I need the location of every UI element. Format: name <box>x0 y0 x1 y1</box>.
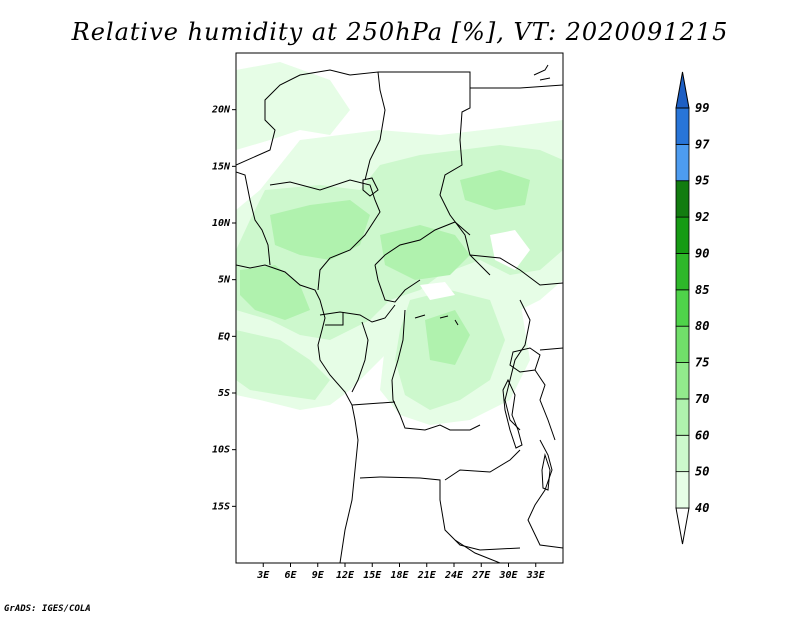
humidity-region-medium <box>236 330 330 400</box>
humidity-region-dark <box>460 170 530 210</box>
lon-tick-label: 33E <box>526 570 546 581</box>
colorbar-level-label: 60 <box>695 428 709 442</box>
latitude-axis: 20N 15N 10N 5N EQ 5S 10S 15S <box>211 105 236 512</box>
colorbar-level-label: 50 <box>695 465 709 479</box>
lon-tick-label: 24E <box>444 570 464 581</box>
lon-tick-label: 27E <box>471 570 491 581</box>
lon-tick-label: 21E <box>417 570 437 581</box>
lon-tick-label: 30E <box>498 570 518 581</box>
lon-tick-label: 3E <box>256 570 270 581</box>
humidity-region-dark <box>240 265 310 320</box>
colorbar-level-label: 40 <box>695 501 709 515</box>
humidity-region-dark <box>380 225 470 280</box>
dry-region <box>420 282 455 300</box>
border <box>351 401 396 406</box>
colorbar-segment <box>675 253 690 291</box>
colorbar-segment <box>675 434 690 473</box>
chart-title: Relative humidity at 250hPa [%], VT: 202… <box>71 18 729 46</box>
lake-victoria <box>509 347 541 373</box>
border <box>351 321 369 393</box>
colorbar-segment <box>675 325 690 363</box>
island-coast <box>533 64 551 81</box>
lake-malawi <box>541 453 551 491</box>
border <box>504 299 531 431</box>
lat-tick-label: 10N <box>212 218 231 229</box>
border <box>236 69 351 166</box>
colorbar-level-label: 97 <box>695 137 710 151</box>
colorbar-segment <box>675 180 690 218</box>
country-boundaries <box>236 64 563 563</box>
humidity-region-light <box>236 62 350 150</box>
lat-tick-label: 20N <box>211 105 231 116</box>
colorbar-level-label: 92 <box>695 210 709 224</box>
border <box>470 84 563 89</box>
colorbar-min-arrow <box>675 507 690 545</box>
border <box>269 179 381 291</box>
colorbar-level-label: 75 <box>695 356 709 370</box>
colorbar-segment <box>675 398 690 436</box>
colorbar-level-label: 90 <box>695 246 709 260</box>
lake-chad <box>362 177 379 197</box>
humidity-region-dark <box>270 200 370 260</box>
lat-tick-label: 10S <box>212 445 230 456</box>
border <box>359 476 521 551</box>
border <box>378 71 491 276</box>
colorbar-segment <box>675 289 690 327</box>
border <box>527 439 563 549</box>
colorbar: 40 50 60 70 75 80 85 90 92 95 97 99 <box>675 71 710 545</box>
colorbar-segment <box>675 107 690 145</box>
lat-tick-label: 5S <box>218 388 230 399</box>
border <box>454 539 501 563</box>
lat-tick-label: EQ <box>218 331 230 342</box>
colorbar-level-label: 95 <box>695 174 709 188</box>
river-congo <box>414 314 459 326</box>
colorbar-level-label: 85 <box>695 283 709 297</box>
colorbar-segment <box>675 362 690 400</box>
lon-tick-label: 12E <box>336 570 355 581</box>
colorbar-level-label: 99 <box>695 101 709 115</box>
lat-tick-label: 15S <box>212 501 230 512</box>
lat-tick-label: 15N <box>212 161 231 172</box>
border <box>539 347 563 351</box>
credit-label: GrADS: IGES/COLA <box>4 604 91 614</box>
humidity-region-dark <box>425 310 470 365</box>
border <box>319 304 396 323</box>
dry-region <box>490 230 530 270</box>
border <box>469 254 563 286</box>
border <box>534 369 556 441</box>
border <box>391 309 481 431</box>
lon-tick-label: 9E <box>312 570 325 581</box>
colorbar-level-label: 70 <box>695 392 709 406</box>
border <box>374 264 421 303</box>
colorbar-segment <box>675 216 690 254</box>
lon-tick-label: 18E <box>390 570 409 581</box>
border <box>325 312 344 326</box>
lat-tick-label: 5N <box>218 275 231 286</box>
lon-tick-label: 6E <box>284 570 297 581</box>
colorbar-max-arrow <box>675 71 690 109</box>
colorbar-segment <box>675 471 690 509</box>
border <box>236 171 271 266</box>
colorbar-segment <box>675 143 690 182</box>
border <box>374 221 471 266</box>
lon-tick-label: 15E <box>363 570 382 581</box>
longitude-axis: 3E 6E 9E 12E 15E 18E 21E 24E 27E 30E 33E <box>256 563 546 581</box>
humidity-shading <box>236 62 563 425</box>
coastline-west-africa <box>236 264 359 563</box>
colorbar-level-label: 80 <box>695 319 709 333</box>
lake-tanganyika <box>502 378 523 449</box>
border <box>444 449 521 481</box>
